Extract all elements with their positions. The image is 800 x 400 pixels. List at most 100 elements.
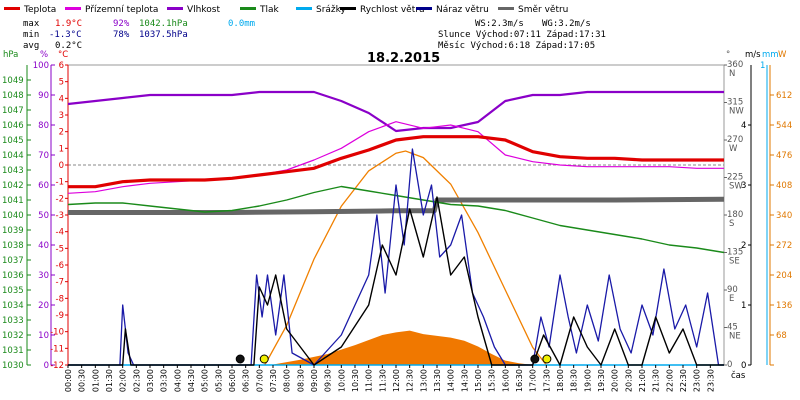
stat-min-temp: -1.3°C — [49, 30, 82, 40]
x-tick-label: 17:30 — [542, 369, 551, 392]
legend-label-6: Rychlost větru — [360, 5, 425, 15]
direction-tick-abbr: NW — [729, 107, 744, 117]
humidity-tick-label: 80 — [38, 121, 49, 131]
humidity-tick-label: 30 — [38, 271, 49, 281]
legend-label-5: Srážky — [316, 5, 347, 15]
pressure-tick-label: 1039 — [2, 226, 24, 236]
axes: 1030103110321033103410351036103710381039… — [2, 60, 792, 371]
humidity-tick-label: 40 — [38, 241, 49, 251]
temperature-tick-label: 1 — [59, 144, 64, 154]
pressure-line — [67, 185, 725, 254]
pressure-tick-label: 1049 — [2, 76, 24, 86]
chart-title: 18.2.2015 — [367, 51, 440, 66]
wind-direction-line — [68, 196, 725, 215]
x-tick-label: 22:30 — [679, 369, 688, 392]
humidity-line — [67, 90, 724, 133]
solar-tick-label: 408 — [776, 181, 792, 191]
events-layer — [235, 354, 552, 364]
pressure-tick-label: 1038 — [2, 241, 24, 251]
temperature-tick-label: 4 — [59, 94, 64, 104]
stat-avg-label: avg — [23, 41, 39, 51]
temperature-tick-label: -1 — [56, 178, 64, 188]
unit-wind: m/s — [745, 50, 761, 60]
pressure-tick-label: 1045 — [2, 136, 24, 146]
direction-tick-abbr: S — [729, 219, 734, 229]
x-tick-label: 02:00 — [119, 369, 128, 392]
pressure-tick-label: 1041 — [2, 196, 24, 206]
pressure-tick-label: 1047 — [2, 106, 24, 116]
direction-tick-label: 225 — [727, 173, 743, 183]
x-tick-label: 00:00 — [64, 369, 73, 392]
solar-tick-label: 272 — [776, 241, 792, 251]
temperature-tick-label: -3 — [56, 211, 64, 221]
x-tick-label: 09:30 — [324, 369, 333, 392]
x-tick-label: 23:00 — [693, 369, 702, 392]
pressure-tick-label: 1043 — [2, 166, 24, 176]
unit-temperature: °C — [58, 50, 68, 60]
x-tick-label: 12:30 — [406, 369, 415, 392]
x-tick-label: 21:30 — [652, 369, 661, 392]
pressure-tick-label: 1032 — [2, 331, 24, 341]
pressure-tick-label: 1044 — [2, 151, 24, 161]
x-tick-label: 03:00 — [146, 369, 155, 392]
x-tick-label: 00:30 — [78, 369, 87, 392]
legend-swatch-7 — [416, 7, 432, 10]
x-tick-label: 07:30 — [269, 369, 278, 392]
x-tick-label: 06:30 — [242, 369, 251, 392]
temperature-tick-label: -9 — [56, 311, 64, 321]
solar-tick-label: 136 — [776, 301, 792, 311]
unit-pressure: hPa — [3, 50, 18, 60]
humidity-tick-label: 60 — [38, 181, 49, 191]
legend-label-4: Tlak — [259, 5, 280, 15]
moonset-marker — [530, 354, 540, 364]
x-tick-label: 23:30 — [706, 369, 715, 392]
solar-tick-label: 340 — [776, 211, 792, 221]
x-tick-label: 19:00 — [583, 369, 592, 392]
wind-tick-label: 1 — [741, 301, 746, 311]
rain-tick-label: 1 — [760, 61, 765, 71]
x-tick-label: 05:00 — [201, 369, 210, 392]
x-tick-label: 01:30 — [105, 369, 114, 392]
pressure-tick-label: 1030 — [2, 361, 24, 371]
x-tick-label: 07:00 — [255, 369, 264, 392]
stat-max-rain: 0.0mm — [228, 19, 255, 29]
direction-tick-label: 0 — [727, 360, 732, 370]
temperature-tick-label: -6 — [56, 261, 64, 271]
x-tick-label: 13:00 — [419, 369, 428, 392]
x-tick-label: 02:30 — [132, 369, 141, 392]
direction-tick-abbr: SW — [729, 182, 743, 192]
solar-tick-label: 476 — [776, 151, 792, 161]
stat-min-label: min — [23, 30, 39, 40]
temperature-tick-label: 6 — [59, 61, 64, 71]
pressure-tick-label: 1037 — [2, 256, 24, 266]
x-tick-label: 12:00 — [392, 369, 401, 392]
direction-tick-abbr: W — [729, 144, 738, 154]
sunset-marker — [542, 354, 552, 364]
temperature-tick-label: -12 — [50, 361, 64, 371]
legend-label-2: Přízemní teplota — [85, 5, 158, 15]
legend-label-1: Teplota — [23, 5, 56, 15]
x-tick-label: 20:00 — [611, 369, 620, 392]
direction-tick-label: 135 — [727, 248, 743, 258]
humidity-tick-label: 50 — [38, 211, 49, 221]
stat-avg-temp: 0.2°C — [55, 41, 82, 51]
humidity-tick-label: 70 — [38, 151, 49, 161]
x-tick-label: 10:30 — [351, 369, 360, 392]
solar-tick-label: 544 — [776, 121, 792, 131]
stat-min-press: 1037.5hPa — [139, 30, 188, 40]
temperature-tick-label: 2 — [59, 128, 64, 138]
solar-radiation-area — [270, 330, 533, 365]
legend-label-8: Směr větru — [518, 5, 568, 15]
unit-direction: ° — [726, 50, 730, 60]
temperature-line — [68, 135, 724, 189]
legend-swatch-6 — [340, 7, 356, 10]
direction-tick-label: 180 — [727, 210, 743, 220]
direction-tick-abbr: N — [729, 69, 735, 79]
temperature-tick-label: -10 — [50, 328, 64, 338]
x-tick-label: 01:00 — [91, 369, 100, 392]
solar-tick-label: 612 — [776, 91, 792, 101]
axis-units: hPa % °C ° m/s mm W čas — [3, 50, 787, 381]
x-tick-label: 08:30 — [296, 369, 305, 392]
direction-tick-abbr: E — [729, 294, 734, 304]
